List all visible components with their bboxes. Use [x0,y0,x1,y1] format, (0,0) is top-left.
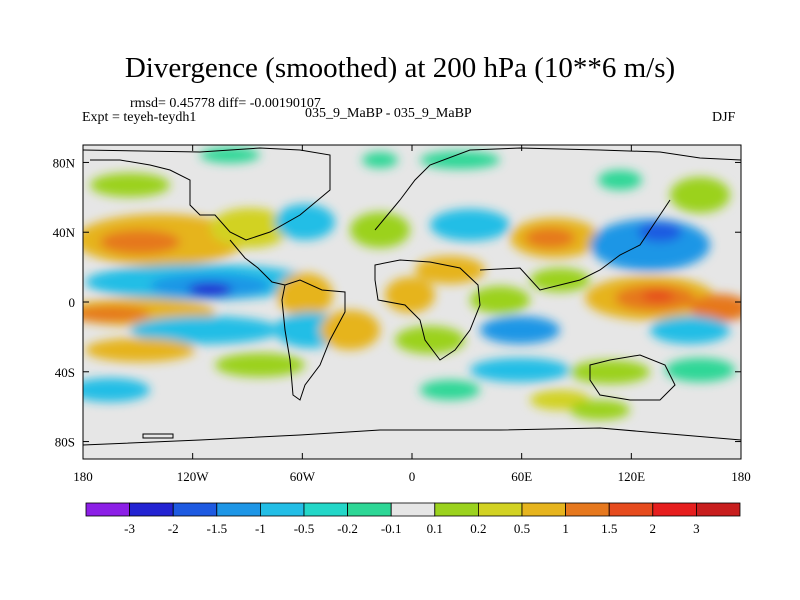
x-tick-label: 0 [409,469,416,484]
contour-fill [83,147,741,420]
x-tick-label: 120W [177,469,210,484]
y-tick-label: 0 [69,295,76,310]
x-tick-label: 180 [73,469,93,484]
colorbar-swatch [565,502,610,517]
x-tick-label: 60W [290,469,316,484]
x-tick-label: 120E [618,469,646,484]
y-tick-label: 40N [53,225,76,240]
colorbar-swatch [434,502,479,517]
colorbar-label: 0.2 [470,521,486,536]
colorbar-swatch [390,502,436,517]
experiment-label: Expt = teyeh-teydh1 [82,110,197,125]
x-axis: 180 120W 60W 0 60E 120E 180 [73,145,751,484]
colorbar-swatch [652,502,697,517]
colorbar-label: -0.1 [381,521,402,536]
colorbar-label: 3 [693,521,700,536]
map-field [83,145,741,459]
colorbar-label: 1.5 [601,521,617,536]
case-label: 035_9_MaBP - 035_9_MaBP [305,106,472,121]
colorbar-label: -0.5 [294,521,315,536]
colorbar-swatch [216,502,261,517]
colorbar-swatch [521,502,566,517]
colorbar-label: -1 [255,521,266,536]
colorbar-label: -2 [168,521,179,536]
colorbar-swatch [608,502,654,517]
y-tick-label: 40S [55,365,75,380]
y-tick-label: 80N [53,155,76,170]
chart-title: Divergence (smoothed) at 200 hPa (10**6 … [124,52,676,84]
colorbar-label: -1.5 [207,521,228,536]
coastlines [83,147,741,446]
colorbar-label: 0.5 [514,521,530,536]
colorbar-label: 1 [562,521,569,536]
x-tick-label: 180 [731,469,751,484]
colorbar-label: 0.1 [427,521,443,536]
colorbar-swatch [259,502,305,517]
colorbar-label: 2 [650,521,657,536]
colorbar: -3 -2 -1.5 -1 -0.5 -0.2 -0.1 0.1 0.2 0.5 1 1.5 2 3 [85,502,741,536]
colorbar-swatch [172,502,218,517]
colorbar-swatch [303,502,348,517]
rmsd-stats: rmsd= 0.45778 diff= -0.00190107 [130,96,321,111]
colorbar-swatch [477,502,523,517]
season-label: DJF [712,110,736,125]
colorbar-swatch [129,502,174,517]
colorbar-label: -0.2 [337,521,358,536]
x-tick-label: 60E [511,469,532,484]
colorbar-label: -3 [124,521,135,536]
colorbar-swatch [696,502,741,517]
colorbar-swatch [347,502,392,517]
colorbar-swatch [85,502,130,517]
y-tick-label: 80S [55,435,75,450]
y-axis: 80N 40N 0 40S 80S [53,155,741,450]
